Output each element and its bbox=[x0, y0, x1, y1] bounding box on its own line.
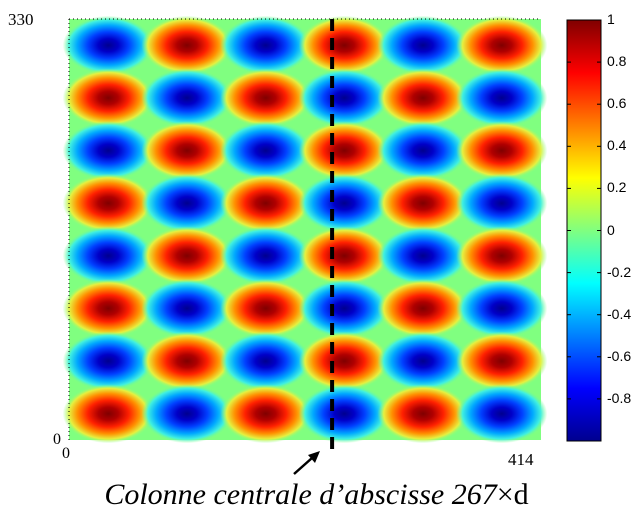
peak-blob bbox=[456, 15, 548, 75]
colorbar-tick-label: -0.6 bbox=[607, 347, 632, 364]
trough-blob bbox=[141, 68, 233, 128]
peak-blob bbox=[377, 278, 469, 338]
trough-blob bbox=[62, 331, 154, 391]
peak-blob bbox=[298, 331, 390, 391]
trough-blob bbox=[456, 384, 548, 444]
peak-blob bbox=[456, 331, 548, 391]
colorbar-tick-label: -0.8 bbox=[607, 389, 632, 406]
peak-blob bbox=[220, 68, 312, 128]
y-axis-min-label: 0 bbox=[53, 431, 61, 448]
arrow-icon bbox=[293, 451, 320, 475]
peak-blob bbox=[377, 384, 469, 444]
peak-blob bbox=[298, 226, 390, 286]
peak-blob bbox=[62, 384, 154, 444]
trough-blob bbox=[298, 173, 390, 233]
peak-blob bbox=[377, 173, 469, 233]
trough-blob bbox=[377, 331, 469, 391]
peak-blob bbox=[298, 15, 390, 75]
caption-text: Colonne centrale d’abscisse 267 bbox=[104, 478, 497, 511]
heatmap-cells bbox=[62, 15, 548, 444]
peak-blob bbox=[141, 226, 233, 286]
trough-blob bbox=[456, 68, 548, 128]
trough-blob bbox=[141, 384, 233, 444]
colorbar-tick-label: 0.8 bbox=[607, 53, 627, 70]
peak-blob bbox=[62, 68, 154, 128]
trough-blob bbox=[220, 226, 312, 286]
peak-blob bbox=[377, 68, 469, 128]
trough-blob bbox=[377, 226, 469, 286]
trough-blob bbox=[141, 173, 233, 233]
colorbar-tick-label: 0 bbox=[607, 221, 615, 238]
trough-blob bbox=[220, 15, 312, 75]
peak-blob bbox=[220, 384, 312, 444]
colorbar-tick-label: -0.4 bbox=[607, 305, 632, 322]
colorbar-ticks bbox=[567, 19, 601, 400]
peak-blob bbox=[62, 278, 154, 338]
trough-blob bbox=[298, 68, 390, 128]
colorbar-tick-label: 0.6 bbox=[607, 95, 627, 112]
peak-blob bbox=[141, 15, 233, 75]
peak-blob bbox=[456, 226, 548, 286]
trough-blob bbox=[298, 384, 390, 444]
peak-blob bbox=[141, 121, 233, 181]
x-axis-min-label: 0 bbox=[62, 445, 70, 462]
trough-blob bbox=[220, 331, 312, 391]
peak-blob bbox=[220, 173, 312, 233]
trough-blob bbox=[377, 15, 469, 75]
colorbar-tick-label: 0.4 bbox=[607, 137, 627, 154]
trough-blob bbox=[298, 278, 390, 338]
trough-blob bbox=[62, 15, 154, 75]
colorbar-tick-label: 0.2 bbox=[607, 179, 627, 196]
peak-blob bbox=[456, 121, 548, 181]
caption: Colonne centrale d’abscisse 267×d bbox=[0, 480, 633, 510]
colorbar bbox=[566, 19, 602, 442]
trough-blob bbox=[377, 121, 469, 181]
peak-blob bbox=[62, 173, 154, 233]
trough-blob bbox=[141, 278, 233, 338]
trough-blob bbox=[456, 173, 548, 233]
y-axis-max-label: 330 bbox=[8, 10, 34, 29]
trough-blob bbox=[62, 121, 154, 181]
caption-suffix: ×d bbox=[496, 478, 529, 511]
colorbar-tick-label: 1 bbox=[607, 11, 615, 27]
trough-blob bbox=[62, 226, 154, 286]
peak-blob bbox=[141, 331, 233, 391]
colorbar-tick-label: -0.2 bbox=[607, 263, 632, 280]
trough-blob bbox=[456, 278, 548, 338]
trough-blob bbox=[220, 121, 312, 181]
x-axis-max-label: 414 bbox=[508, 450, 534, 469]
peak-blob bbox=[220, 278, 312, 338]
peak-blob bbox=[298, 121, 390, 181]
